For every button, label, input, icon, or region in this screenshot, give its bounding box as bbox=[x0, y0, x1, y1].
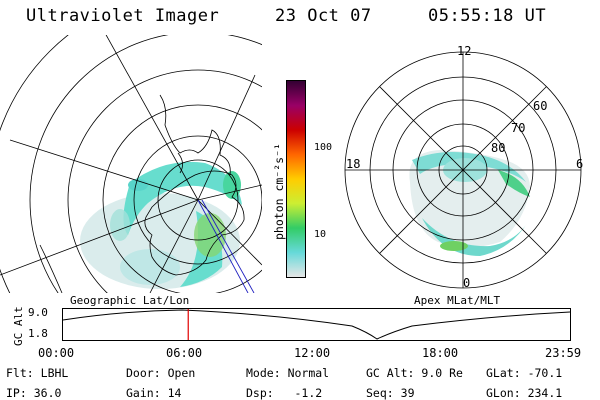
gain-label: Gain: bbox=[126, 386, 161, 400]
timeline-ylabel: GC Alt bbox=[12, 306, 25, 346]
mlat-label-80: 80 bbox=[491, 141, 506, 155]
filter-param: Flt: LBHL bbox=[6, 366, 68, 380]
dsp-value: -1.2 bbox=[294, 386, 323, 400]
door-param: Door: Open bbox=[126, 366, 195, 380]
left-panel-title: Geographic Lat/Lon bbox=[70, 294, 190, 307]
ip-param: IP: 36.0 bbox=[6, 386, 61, 400]
mlt-label-bottom: 0 bbox=[463, 276, 471, 290]
instrument-title: Ultraviolet Imager bbox=[26, 6, 220, 26]
mlt-label-left: 18 bbox=[346, 157, 361, 171]
filter-value: LBHL bbox=[40, 366, 69, 380]
colorbar-tick-10: 10 bbox=[314, 229, 327, 240]
timeline-xtick-4: 23:59 bbox=[545, 346, 582, 360]
aurora-emission-left bbox=[80, 161, 242, 289]
colorbar-unit-label: photon cm⁻²s⁻¹ bbox=[272, 143, 286, 240]
seq-value: 39 bbox=[400, 386, 415, 400]
door-value: Open bbox=[167, 366, 196, 380]
dsp-param: Dsp: -1.2 bbox=[246, 386, 322, 400]
mode-label: Mode: bbox=[246, 366, 281, 380]
colorbar-tick-100: 100 bbox=[314, 142, 333, 153]
timeline-xtick-2: 12:00 bbox=[294, 346, 331, 360]
gcalt-value: 9.0 Re bbox=[421, 366, 463, 380]
glon-param: GLon: 234.1 bbox=[486, 386, 562, 400]
geographic-map-plot bbox=[0, 35, 262, 293]
ip-label: IP: bbox=[6, 386, 27, 400]
mlt-label-top: 12 bbox=[457, 44, 472, 58]
seq-param: Seq: 39 bbox=[366, 386, 415, 400]
gcalt-label: GC Alt: bbox=[366, 366, 415, 380]
right-panel-title: Apex MLat/MLT bbox=[414, 294, 501, 307]
glon-value: 234.1 bbox=[527, 386, 563, 400]
mlat-label-60: 60 bbox=[533, 99, 548, 113]
date-label: 23 Oct 07 bbox=[275, 6, 372, 26]
timeline-xtick-0: 00:00 bbox=[38, 346, 75, 360]
mode-param: Mode: Normal bbox=[246, 366, 329, 380]
filter-label: Flt: bbox=[6, 366, 34, 380]
gain-param: Gain: 14 bbox=[126, 386, 181, 400]
glat-param: GLat: -70.1 bbox=[486, 366, 562, 380]
dsp-label: Dsp: bbox=[246, 386, 274, 400]
ip-value: 36.0 bbox=[33, 386, 62, 400]
gc-altitude-timeline bbox=[62, 308, 571, 341]
aurora-emission-right bbox=[409, 150, 530, 256]
timeline-ytick-high: 9.0 bbox=[28, 306, 48, 319]
gcalt-param: GC Alt: 9.0 Re bbox=[366, 366, 463, 380]
mode-value: Normal bbox=[287, 366, 330, 380]
timeline-ytick-low: 1.8 bbox=[28, 327, 48, 340]
colorbar bbox=[286, 80, 306, 278]
timeline-xtick-3: 18:00 bbox=[422, 346, 459, 360]
glon-label: GLon: bbox=[486, 386, 521, 400]
seq-label: Seq: bbox=[366, 386, 394, 400]
glat-label: GLat: bbox=[486, 366, 521, 380]
door-label: Door: bbox=[126, 366, 161, 380]
timeline-xtick-1: 06:00 bbox=[166, 346, 203, 360]
time-label: 05:55:18 UT bbox=[428, 6, 547, 26]
mlt-label-right: 6 bbox=[576, 157, 584, 171]
mlat-label-70: 70 bbox=[511, 121, 526, 135]
gain-value: 14 bbox=[167, 386, 182, 400]
apex-mlat-mlt-plot bbox=[344, 51, 582, 289]
glat-value: -70.1 bbox=[527, 366, 563, 380]
